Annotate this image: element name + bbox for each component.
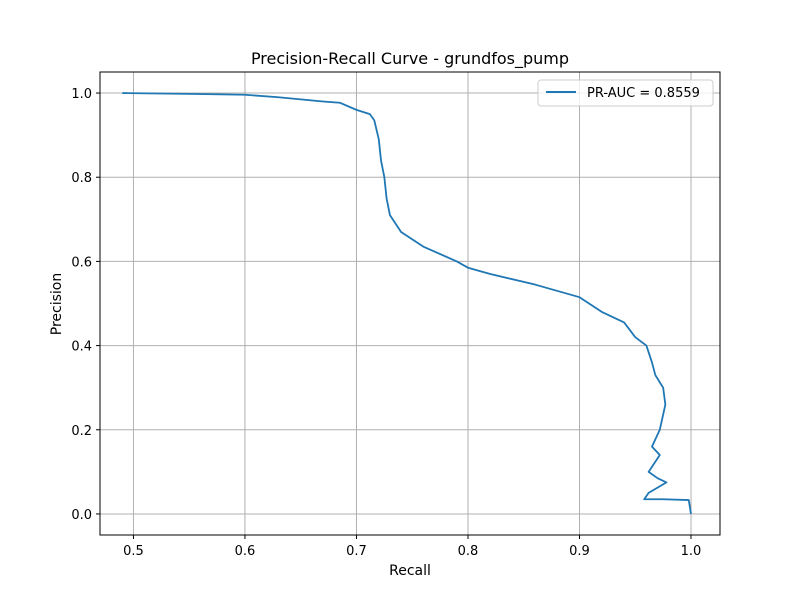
x-tick-label: 0.9	[569, 544, 590, 559]
legend-entry-label: PR-AUC = 0.8559	[587, 86, 700, 101]
legend-box	[537, 79, 714, 107]
y-tick-label: 0.4	[71, 340, 92, 355]
y-tick-label: 0.0	[71, 508, 92, 523]
grid	[100, 72, 720, 535]
chart-title: Precision-Recall Curve - grundfos_pump	[251, 49, 569, 69]
y-tick-label: 0.8	[71, 171, 92, 186]
plot-frame	[99, 71, 721, 536]
series-line-pr-curve	[122, 92, 692, 515]
x-tick-label: 0.7	[346, 544, 367, 559]
y-tick-label: 0.6	[71, 255, 92, 270]
x-tick-label: 1.0	[681, 544, 702, 559]
y-axis-ticks: 0.0 0.2 0.4 0.6 0.8 1.0	[71, 87, 100, 523]
x-axis-label: Recall	[389, 563, 431, 579]
series-layer	[122, 92, 692, 515]
x-tick-label: 0.6	[235, 544, 256, 559]
y-tick-label: 0.2	[71, 424, 92, 439]
x-axis-ticks: 0.5 0.6 0.7 0.8 0.9 1.0	[123, 535, 701, 559]
x-tick-label: 0.5	[123, 544, 144, 559]
legend: PR-AUC = 0.8559	[537, 79, 714, 107]
y-axis-label: Precision	[49, 273, 65, 335]
x-tick-label: 0.8	[458, 544, 479, 559]
y-tick-label: 1.0	[71, 87, 92, 102]
